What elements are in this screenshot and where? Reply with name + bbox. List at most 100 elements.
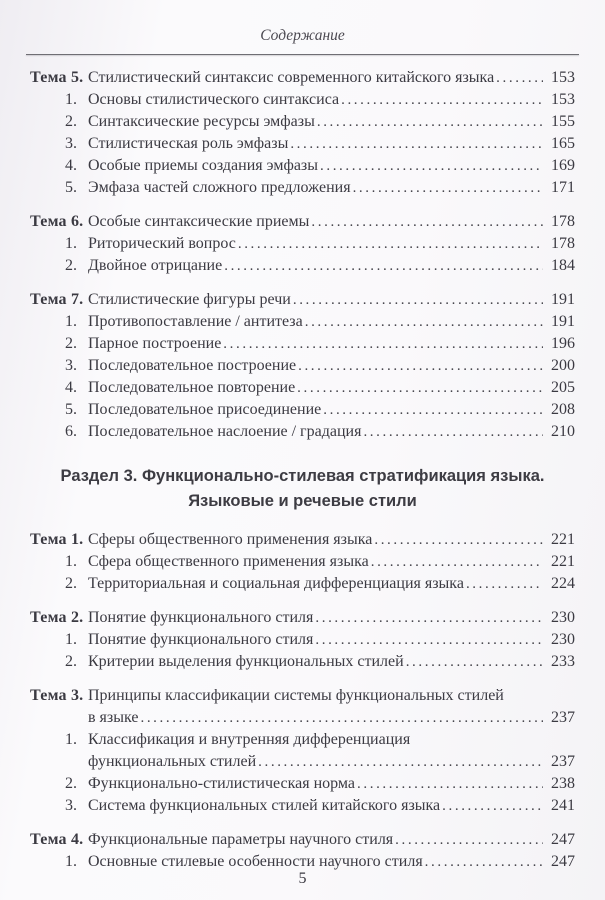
toc-row-label: 3. [65,357,77,374]
page-number: 237 [551,753,575,770]
toc-row-text: Последовательное присоединение [88,401,322,418]
toc-row-label: 4. [65,157,77,174]
toc-row-label: 5. [65,179,77,196]
toc-row-label: Тема 7. [30,291,84,308]
toc-row-label: Тема 6. [30,213,84,230]
section-heading-line: Языковые и речевые стили [188,492,417,510]
page-number: 233 [551,653,575,670]
page-number: 169 [551,157,575,174]
toc-row-text: Парное построение [88,335,222,352]
dot-leader [315,607,543,629]
page-number: 221 [551,531,575,548]
toc-row-label: 2. [65,257,77,274]
page-number: 155 [551,113,575,130]
toc-row-text: Последовательное наслоение / градация [88,423,362,440]
toc-row-text: в языке [88,709,139,726]
dot-leader [140,707,543,729]
toc-row: 2. Критерии выделения функциональных стил… [30,651,575,673]
toc-row-text: Понятие функционального стиля [88,609,314,626]
toc-row-label: 1. [65,853,77,870]
toc-row: Тема 5. Стилистический синтаксис современ… [30,67,575,89]
page-number: 178 [551,235,575,252]
toc-row-text: Критерии выделения функциональных стилей [88,653,404,670]
toc-row-text: Понятие функционального стиля [88,631,314,648]
page-number: 230 [551,609,575,626]
page-number: 171 [551,179,575,196]
toc-row: 4. Последовательное повторение 205 [30,377,575,399]
toc-row-label: Тема 4. [30,831,84,848]
toc-row-text: Последовательное построение [88,357,297,374]
toc-row: 2. Парное построение 196 [30,333,575,355]
toc-row: Тема 3. Принципы классификации системы фу… [30,685,575,707]
toc-row-label: Тема 2. [30,609,84,626]
toc-row: 1. Основные стилевые особенности научного… [30,851,575,873]
toc-row-label: 1. [65,553,77,570]
toc-row: 1. Основы стилистического синтаксиса 153 [30,89,575,111]
dot-leader [305,311,543,333]
toc-row-text: Основные стилевые особенности научного с… [88,853,423,870]
section-heading-line: Раздел 3. Функционально-стилевая стратиф… [60,467,545,485]
toc-row: 2. Синтаксические ресурсы эмфазы 155 [30,111,575,133]
toc-row-label: 3. [65,797,77,814]
toc-row-label: 3. [65,135,77,152]
page-number: 200 [551,357,575,374]
page-number: 247 [551,853,575,870]
toc-row-text: Особые приемы создания эмфазы [88,157,318,174]
dot-leader [224,255,543,277]
toc-row: 6. Последовательное наслоение / градация 2… [30,421,575,443]
dot-leader [298,355,543,377]
toc-row-text: Особые синтаксические приемы [88,213,310,230]
page-number: 247 [551,831,575,848]
page-number: 237 [551,709,575,726]
page-number: 191 [551,291,575,308]
toc-row: 5. Последовательное присоединение 208 [30,399,575,421]
dot-leader [357,773,543,795]
toc-block: Тема 2.Понятие функционального стиля2301… [30,607,575,673]
toc-row-text: Противопоставление / антитеза [88,313,303,330]
dot-leader [315,629,543,651]
toc-row: в языке 237 [30,707,575,729]
toc-row-label: Тема 1. [30,531,84,548]
toc-row-label: 1. [65,731,77,748]
toc-row: 3. Система функциональных стилей китайско… [30,795,575,817]
toc-row-text: Сфера общественного применения языка [88,553,369,570]
table-of-contents: Тема 5. Стилистический синтаксис современ… [0,67,605,873]
dot-leader [341,89,543,111]
toc-row: Тема 7.Стилистические фигуры речи 191 [30,289,575,311]
dot-leader [317,111,543,133]
page-footer-number: 5 [298,870,307,887]
dot-leader [353,177,543,199]
toc-row: 2. Функционально-стилистическая норма 238 [30,773,575,795]
toc-block: Тема 6.Особые синтаксические приемы 1781.… [30,211,575,277]
page-number: 184 [551,257,575,274]
dot-leader [311,211,543,233]
toc-row-text: Стилистическая роль эмфазы [88,135,289,152]
toc-row-text: Синтаксические ресурсы эмфазы [88,113,315,130]
toc-row-label: 1. [65,91,77,108]
toc-row-label: 1. [65,313,77,330]
toc-row-text: Основы стилистического синтаксиса [88,91,340,108]
toc-row-text: Двойное отрицание [88,257,223,274]
toc-row: 1. Сфера общественного применения языка 22… [30,551,575,573]
toc-row-label: 5. [65,401,77,418]
toc-row: 1. Риторический вопрос 178 [30,233,575,255]
toc-row-text: Последовательное повторение [88,379,296,396]
toc-row-label: 2. [65,775,77,792]
toc-row-label: 2. [65,575,77,592]
toc-row-text: Сферы общественного применения языка [88,531,373,548]
dot-leader [238,233,543,255]
page-number: 205 [551,379,575,396]
section-heading: Раздел 3. Функционально-стилевая стратиф… [30,464,575,514]
dot-leader [371,551,543,573]
page-number: 241 [551,797,575,814]
dot-leader [395,829,543,851]
page-number: 165 [551,135,575,152]
toc-block: Тема 1. Сферы общественного применения яз… [30,529,575,595]
toc-row-text: Система функциональных стилей китайского… [88,797,441,814]
toc-row: функциональных стилей 237 [30,751,575,773]
toc-block: Тема 5. Стилистический синтаксис современ… [30,67,575,199]
toc-row-label: 2. [65,653,77,670]
toc-block: Тема 7.Стилистические фигуры речи 191 1. Пр… [30,289,575,443]
dot-leader [223,333,543,355]
toc-row: Тема 2.Понятие функционального стиля 230 [30,607,575,629]
